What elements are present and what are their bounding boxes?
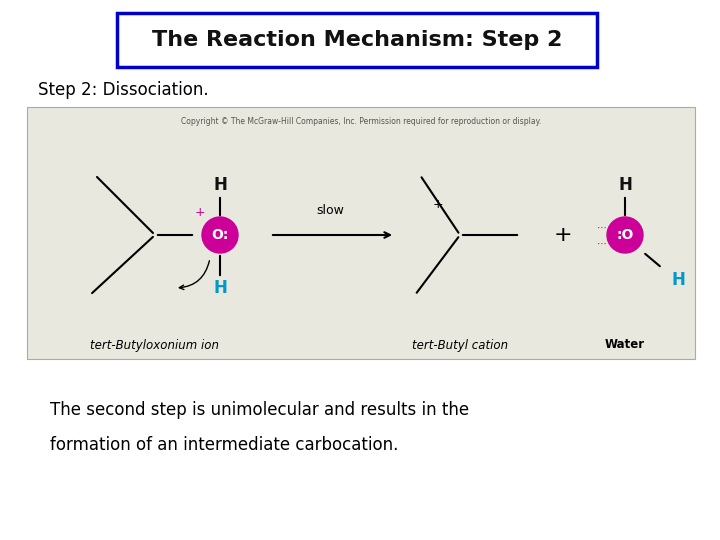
- Text: Step 2: Dissociation.: Step 2: Dissociation.: [38, 81, 209, 99]
- Text: +: +: [554, 225, 572, 245]
- Text: Copyright © The McGraw-Hill Companies, Inc. Permission required for reproduction: Copyright © The McGraw-Hill Companies, I…: [181, 118, 541, 126]
- Text: +: +: [194, 206, 205, 219]
- Text: tert-Butyloxonium ion: tert-Butyloxonium ion: [91, 339, 220, 352]
- Text: ⋯: ⋯: [597, 223, 607, 233]
- Text: ⋯: ⋯: [597, 239, 607, 249]
- Text: :O: :O: [616, 228, 634, 242]
- Text: H: H: [213, 176, 227, 194]
- Text: tert-Butyl cation: tert-Butyl cation: [412, 339, 508, 352]
- Text: formation of an intermediate carbocation.: formation of an intermediate carbocation…: [50, 436, 398, 454]
- Text: The Reaction Mechanism: Step 2: The Reaction Mechanism: Step 2: [152, 30, 562, 50]
- Text: Water: Water: [605, 339, 645, 352]
- Circle shape: [202, 217, 238, 253]
- Text: H: H: [671, 271, 685, 289]
- Text: slow: slow: [316, 204, 344, 217]
- Circle shape: [607, 217, 643, 253]
- Text: +: +: [433, 199, 444, 212]
- Text: O:: O:: [211, 228, 229, 242]
- FancyBboxPatch shape: [117, 13, 597, 67]
- Text: H: H: [213, 279, 227, 297]
- FancyBboxPatch shape: [27, 107, 695, 359]
- FancyArrowPatch shape: [179, 261, 210, 289]
- Text: The second step is unimolecular and results in the: The second step is unimolecular and resu…: [50, 401, 469, 419]
- Text: H: H: [618, 176, 632, 194]
